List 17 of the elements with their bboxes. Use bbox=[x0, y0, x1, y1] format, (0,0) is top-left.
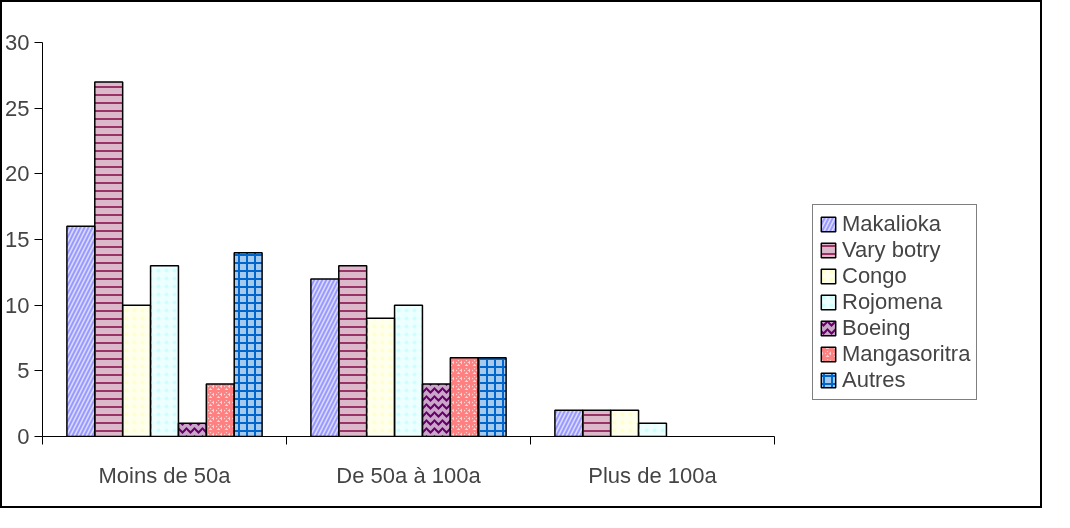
legend-label: Vary botry bbox=[842, 237, 941, 263]
legend-label: Autres bbox=[842, 367, 906, 393]
y-tick-label: 25 bbox=[5, 95, 30, 121]
x-tick-label: Moins de 50a bbox=[98, 462, 232, 488]
legend-label: Rojomena bbox=[842, 289, 943, 315]
y-tick-label: 10 bbox=[5, 292, 30, 318]
legend-label: Mangasoritra bbox=[842, 341, 971, 367]
legend-label: Makalioka bbox=[842, 211, 942, 237]
legend-label: Congo bbox=[842, 263, 907, 289]
y-tick-label: 15 bbox=[5, 227, 30, 252]
y-tick-label: 5 bbox=[17, 358, 30, 384]
x-tick-label: De 50a à 100a bbox=[336, 462, 482, 488]
x-tick-label: Plus de 100a bbox=[588, 462, 718, 488]
legend-label: Boeing bbox=[842, 315, 911, 341]
y-tick-label: 30 bbox=[5, 30, 30, 55]
y-tick-label: 20 bbox=[5, 161, 30, 187]
y-tick-label: 0 bbox=[17, 424, 30, 449]
